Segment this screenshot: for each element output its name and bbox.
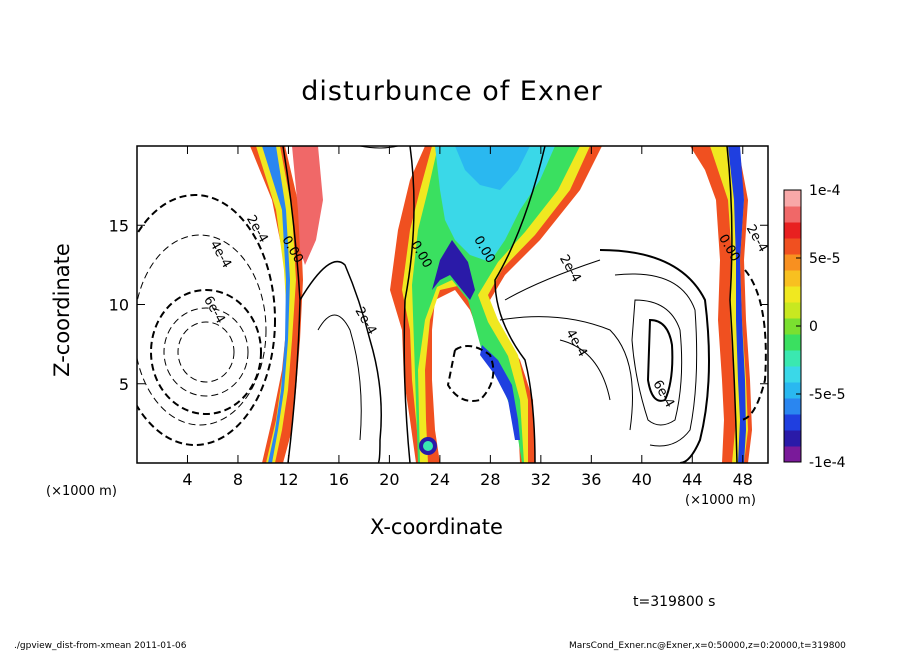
colorbar-swatch: [784, 414, 801, 431]
x-tick-label: 12: [278, 470, 298, 489]
colorbar-swatch: [784, 430, 801, 447]
y-tick-label: 10: [109, 296, 129, 315]
y-axis-label: Z-coordinate: [50, 243, 74, 377]
colorbar-swatch: [784, 382, 801, 399]
colorbar-swatch: [784, 366, 801, 383]
x-tick-label: 40: [632, 470, 652, 489]
colorbar-swatch: [784, 302, 801, 319]
chart-title: disturbunce of Exner: [301, 76, 603, 107]
plume-right-cool: [728, 146, 746, 463]
y-axis-unit: (×1000 m): [46, 484, 117, 499]
colorbar-swatch: [784, 206, 801, 223]
time-annotation: t=319800 s: [633, 594, 716, 610]
plume-center-cyan: [435, 146, 555, 262]
contour-field: [137, 146, 767, 463]
colorbar-swatch: [784, 190, 801, 207]
plume-center-blob-inner: [423, 441, 433, 451]
solid-contours: [282, 146, 738, 463]
y-tick-label: 5: [119, 375, 129, 394]
footer-right: MarsCond_Exner.nc@Exner,x=0:50000,z=0:20…: [569, 641, 846, 651]
plume-center-core: [455, 146, 530, 190]
x-tick-label: 36: [581, 470, 601, 489]
x-tick-label: 48: [733, 470, 753, 489]
colorbar-tick-label: 5e-5: [809, 251, 840, 267]
y-axis-ticks: 5 10 15: [109, 216, 768, 394]
x-axis-unit: (×1000 m): [685, 493, 756, 508]
x-tick-label: 32: [531, 470, 551, 489]
x-axis-ticks: 4 8 12 16 20 24 28 32 36 40 44 48: [182, 146, 753, 489]
x-tick-label: 24: [430, 470, 450, 489]
colorbar-swatch: [784, 318, 801, 335]
footer-left: ./gpview_dist-from-xmean 2011-01-06: [14, 641, 187, 651]
dashed-contours: [137, 194, 767, 446]
colorbar-swatch: [784, 350, 801, 367]
x-tick-label: 44: [682, 470, 702, 489]
colorbar-tick-label: 0: [809, 319, 818, 335]
x-tick-label: 8: [233, 470, 243, 489]
colorbar-swatch: [784, 238, 801, 255]
colorbar: 1e-4 5e-5 0 -5e-5 -1e-4: [783, 183, 846, 471]
x-tick-label: 16: [329, 470, 349, 489]
plume-center-blue: [432, 240, 475, 300]
colorbar-swatch: [784, 270, 801, 287]
colorbar-swatch: [784, 334, 801, 351]
x-axis-label: X-coordinate: [370, 515, 503, 539]
colorbar-swatch: [784, 254, 801, 271]
x-tick-label: 20: [379, 470, 399, 489]
x-tick-label: 28: [480, 470, 500, 489]
plume-center-lower-right: [480, 345, 520, 440]
plume-left-right-edge: [292, 146, 323, 265]
plume-left-cool: [262, 146, 290, 463]
x-tick-label: 4: [182, 470, 192, 489]
colorbar-swatch: [784, 398, 801, 415]
colorbar-swatch: [784, 222, 801, 239]
colorbar-swatch: [784, 286, 801, 303]
y-tick-label: 15: [109, 216, 129, 235]
colorbar-tick-label: 1e-4: [809, 183, 841, 199]
colorbar-tick-label: -5e-5: [809, 387, 846, 403]
colorbar-swatch: [784, 446, 801, 463]
colorbar-tick-label: -1e-4: [809, 455, 846, 471]
